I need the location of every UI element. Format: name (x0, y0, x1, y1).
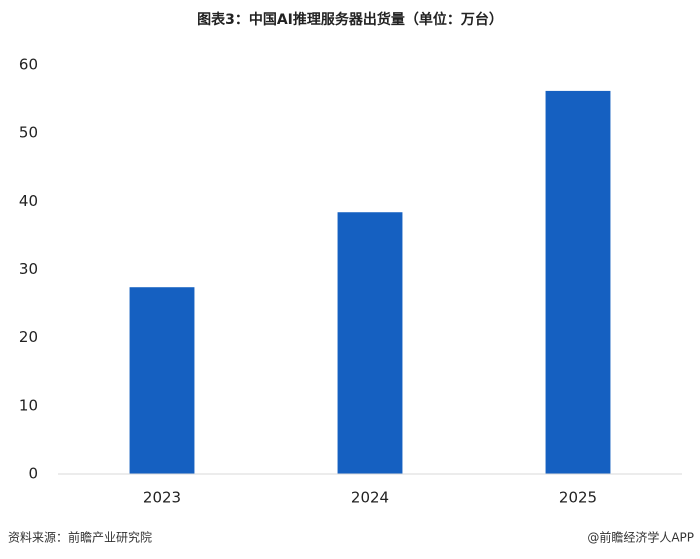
y-tick-label: 30 (19, 260, 38, 278)
bar (337, 212, 403, 475)
y-tick-label: 40 (19, 192, 38, 210)
bar (129, 287, 195, 474)
x-tick-label: 2024 (351, 489, 389, 507)
chart-title: 图表3：中国AI推理服务器出货量（单位：万台） (197, 11, 503, 28)
y-tick-label: 10 (19, 396, 38, 414)
source-note: 资料来源：前瞻产业研究院 (8, 530, 152, 545)
y-tick-label: 50 (19, 124, 38, 142)
credit-note: @前瞻经济学人APP (587, 530, 694, 545)
x-tick-label: 2025 (559, 489, 597, 507)
y-tick-label: 60 (19, 56, 38, 74)
bar (545, 90, 611, 475)
y-tick-label: 0 (28, 465, 38, 483)
x-tick-label: 2023 (143, 489, 181, 507)
y-tick-label: 20 (19, 328, 38, 346)
